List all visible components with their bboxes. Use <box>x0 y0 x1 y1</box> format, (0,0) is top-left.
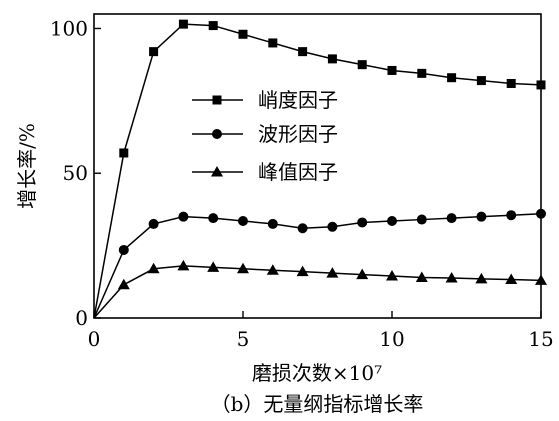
data-point-square <box>327 54 337 64</box>
data-point-square <box>476 76 486 86</box>
series-line <box>93 213 542 319</box>
data-point-circle <box>327 221 338 232</box>
data-point-triangle <box>326 267 339 278</box>
data-point-square <box>536 80 546 90</box>
legend-marker-circle <box>212 129 222 139</box>
legend-item: 波形因子 <box>192 122 338 146</box>
figure-caption: （b）无量纲指标增长率 <box>211 392 424 416</box>
y-tick-label: 50 <box>63 161 88 185</box>
data-point-circle <box>416 214 427 225</box>
data-point-triangle <box>207 261 220 272</box>
data-point-circle <box>446 213 457 224</box>
y-tick-label: 100 <box>50 16 88 40</box>
data-point-triangle <box>296 265 309 277</box>
data-point-circle <box>118 244 129 255</box>
legend-item: 峭度因子 <box>192 88 338 112</box>
data-point-circle <box>208 213 219 224</box>
data-point-triangle <box>505 273 518 284</box>
series-circle <box>93 208 546 319</box>
data-point-triangle <box>356 268 369 280</box>
y-tick-label: 0 <box>75 306 88 330</box>
data-point-triangle <box>415 271 428 282</box>
data-point-circle <box>238 216 248 227</box>
series-triangle <box>93 259 547 319</box>
series-line <box>93 265 542 319</box>
data-point-square <box>149 47 159 57</box>
data-point-circle <box>476 211 487 222</box>
tick-labels: 0 5 10 15 0 50 100 <box>50 16 554 351</box>
data-point-triangle <box>177 259 190 271</box>
data-point-circle <box>178 211 189 222</box>
x-axis-label: 磨损次数×10⁷ <box>252 361 382 385</box>
y-axis-label: 增长率/% <box>15 123 39 209</box>
data-point-square <box>357 60 367 70</box>
data-point-square <box>417 68 427 78</box>
data-point-triangle <box>147 262 160 274</box>
data-point-triangle <box>475 272 488 284</box>
series-layer <box>93 19 547 319</box>
legend-marker-triangle <box>211 166 223 177</box>
x-tick-label: 5 <box>237 327 250 351</box>
data-point-square <box>238 29 248 39</box>
legend-label: 峰值因子 <box>258 160 338 184</box>
data-point-circle <box>357 217 368 228</box>
x-tick-label: 10 <box>379 327 404 351</box>
plot-frame <box>93 13 542 319</box>
x-tick-label: 15 <box>528 327 553 351</box>
data-point-triangle <box>535 274 547 285</box>
data-point-circle <box>506 210 517 221</box>
data-point-circle <box>387 216 397 227</box>
data-point-square <box>447 73 457 83</box>
data-point-triangle <box>445 272 458 283</box>
data-point-square <box>506 78 516 88</box>
data-point-square <box>178 19 188 29</box>
plot-area-border <box>93 13 542 319</box>
data-point-triangle <box>237 262 249 274</box>
x-tick-label: 0 <box>88 327 101 351</box>
data-point-square <box>208 21 218 31</box>
series-square <box>93 19 546 319</box>
data-point-square <box>387 65 397 75</box>
legend-label: 波形因子 <box>258 122 338 146</box>
axis-ticks <box>93 27 542 319</box>
data-point-triangle <box>386 270 398 281</box>
data-point-square <box>119 148 129 158</box>
data-point-square <box>268 38 278 48</box>
data-point-circle <box>148 218 159 229</box>
data-point-circle <box>297 223 308 234</box>
legend-marker-square <box>212 95 222 105</box>
data-point-square <box>298 47 308 57</box>
data-point-triangle <box>266 264 279 275</box>
data-point-circle <box>536 208 546 219</box>
legend-label: 峭度因子 <box>258 88 338 112</box>
data-point-triangle <box>117 278 130 290</box>
legend-item: 峰值因子 <box>192 160 338 184</box>
series-line <box>93 23 542 319</box>
data-point-circle <box>267 218 278 229</box>
